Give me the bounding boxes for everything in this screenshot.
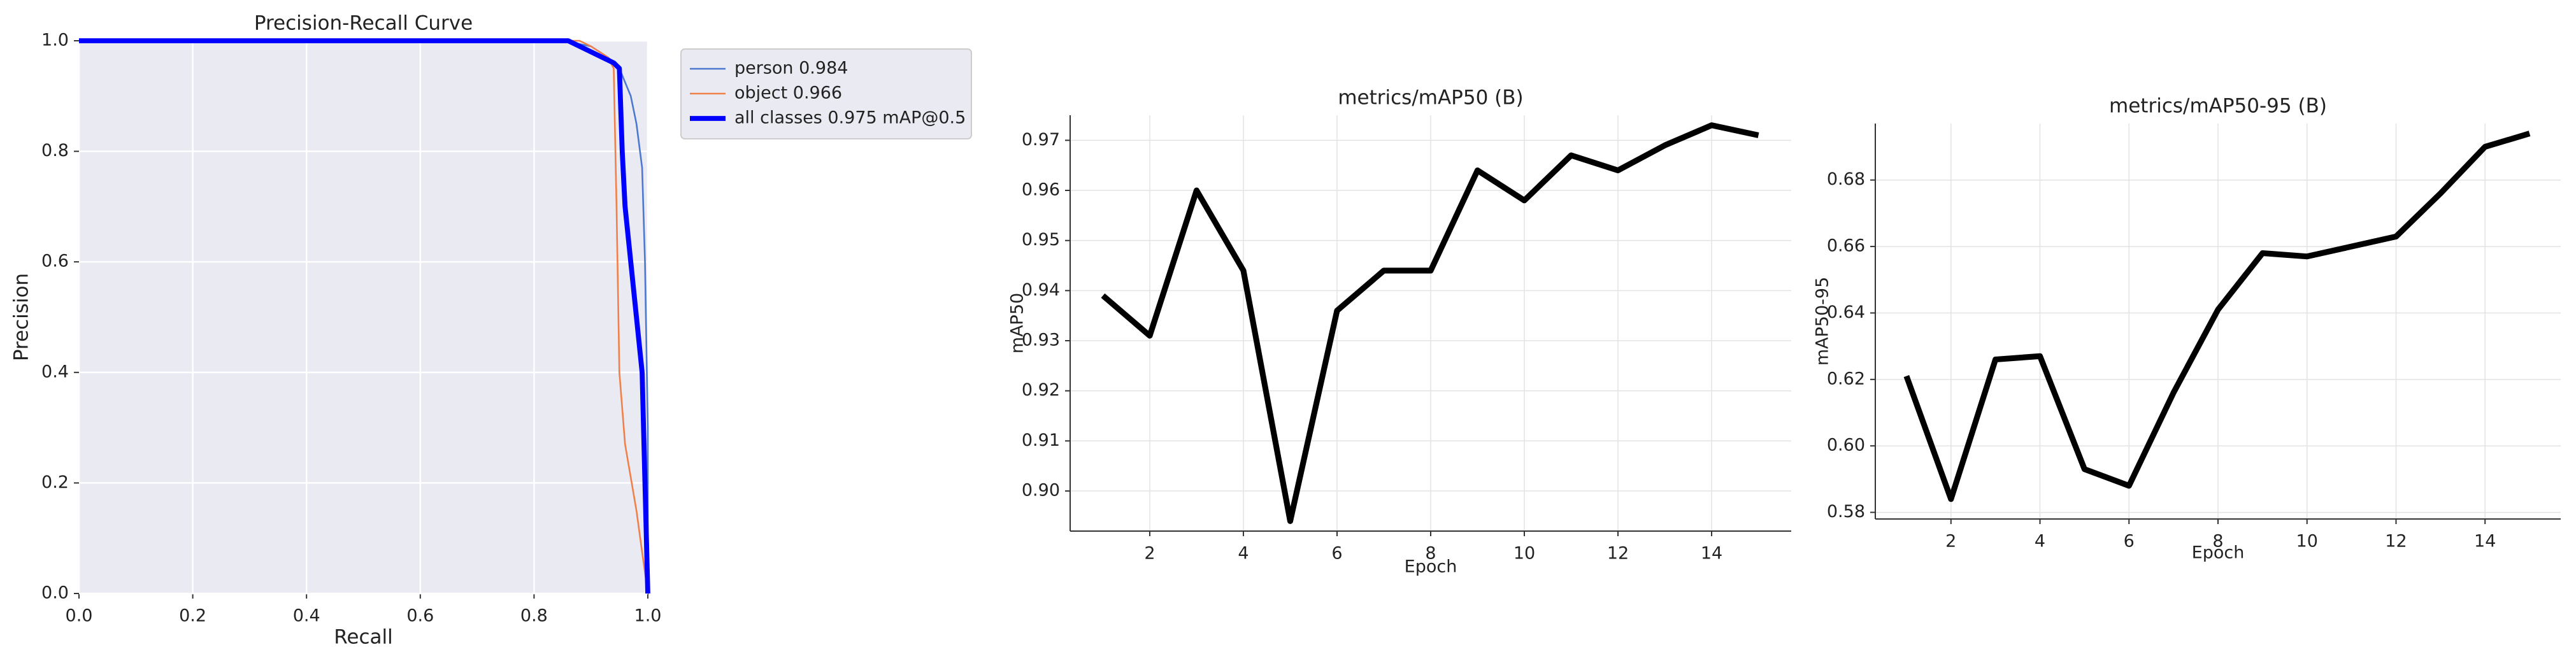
x-tick-label: 2 (1945, 532, 1956, 551)
data-line (1903, 131, 2531, 502)
x-tick-label: 6 (1331, 544, 1342, 564)
legend-label: object 0.966 (734, 83, 842, 103)
legend-box (680, 48, 972, 139)
y-tick-label: 0.6 (41, 252, 69, 271)
data-line (1101, 122, 1759, 524)
y-tick-label: 0.93 (1022, 330, 1060, 350)
y-tick-label: 0.94 (1022, 280, 1060, 300)
x-tick-label: 4 (1238, 544, 1249, 564)
x-tick-label: 0.0 (66, 606, 93, 626)
legend-label: all classes 0.975 mAP@0.5 (734, 108, 966, 128)
x-tick-label: 10 (1513, 544, 1535, 564)
y-axis-label: mAP50 (1008, 293, 1027, 353)
x-tick-label: 8 (1425, 544, 1436, 564)
data-line (79, 39, 649, 593)
y-tick-label: 0.60 (1827, 436, 1865, 455)
x-tick-label: 0.2 (179, 606, 206, 626)
x-tick-label: 1.0 (634, 606, 662, 626)
chart: 2 4 6 8 10 12 14 0.58 0.60 0.62 0.64 0.66 0.68 metric… (1813, 95, 2561, 563)
chart: 2 4 6 8 10 12 14 0.90 0.91 0.92 0.93 0.94 0.95 0.96 0.… (1008, 87, 1791, 577)
x-tick-label: 12 (1607, 544, 1629, 564)
x-tick-label: 6 (2124, 532, 2135, 551)
legend-label: person 0.984 (734, 59, 848, 78)
chart-title: metrics/mAP50-95 (B) (2109, 95, 2327, 118)
y-tick-label: 1.0 (41, 31, 69, 50)
x-tick-label: 2 (1144, 544, 1155, 564)
x-tick-label: 4 (2035, 532, 2045, 551)
y-tick-label: 0.96 (1022, 180, 1060, 200)
y-axis-label: Precision (10, 273, 33, 361)
y-tick-label: 0.8 (41, 141, 69, 160)
x-tick-label: 0.8 (520, 606, 548, 626)
x-tick-label: 14 (2474, 532, 2496, 551)
y-tick-label: 0.91 (1022, 430, 1060, 450)
x-tick-label: 14 (1701, 544, 1722, 564)
y-tick-label: 0.68 (1827, 169, 1865, 189)
y-tick-label: 0.2 (41, 473, 69, 492)
x-axis-label: Epoch (1405, 557, 1457, 577)
x-tick-label: 10 (2296, 532, 2318, 551)
y-tick-label: 0.90 (1022, 481, 1060, 501)
chart-title: Precision-Recall Curve (254, 12, 473, 35)
y-tick-label: 0.64 (1827, 302, 1865, 322)
y-tick-label: 0.66 (1827, 236, 1865, 256)
x-tick-label: 12 (2385, 532, 2407, 551)
y-tick-label: 0.58 (1827, 502, 1865, 522)
data-line (79, 39, 649, 594)
x-axis-label: Epoch (2192, 543, 2245, 563)
y-tick-label: 0.0 (41, 583, 69, 603)
data-line (79, 38, 650, 594)
x-tick-label: 0.6 (406, 606, 434, 626)
y-tick-label: 0.95 (1022, 230, 1060, 250)
y-tick-label: 0.97 (1022, 130, 1060, 150)
y-tick-label: 0.4 (41, 362, 69, 381)
chart-title: metrics/mAP50 (B) (1338, 87, 1523, 110)
y-tick-label: 0.92 (1022, 380, 1060, 400)
x-tick-label: 0.4 (293, 606, 320, 626)
y-axis-label: mAP50-95 (1813, 277, 1833, 366)
y-tick-label: 0.62 (1827, 369, 1865, 388)
chart: 0.0 0.2 0.4 0.6 0.8 1.0 0.0 0.2 0.4 0.6 0.8 1.0 Prec… (10, 12, 972, 649)
x-tick-label: 8 (2212, 532, 2223, 551)
x-axis-label: Recall (334, 626, 393, 649)
plot-background (79, 41, 648, 593)
